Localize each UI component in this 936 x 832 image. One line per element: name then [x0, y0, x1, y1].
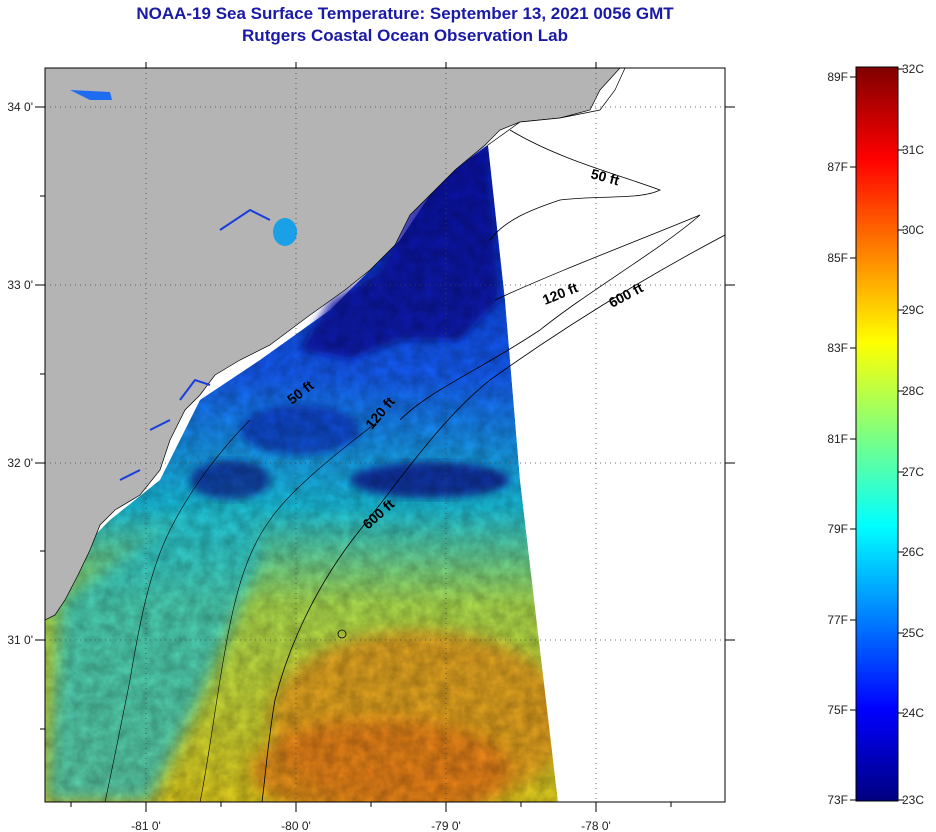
- feature-marker: [337, 629, 347, 639]
- isobath-120ft-south: [199, 419, 381, 802]
- cb-c-25: 25C: [902, 626, 924, 640]
- lat-label-34: 34 0': [7, 100, 33, 114]
- cb-f-75: 75F: [827, 703, 848, 717]
- lon-label-81: -81 0': [131, 819, 161, 832]
- lat-label-32: 32 0': [7, 456, 33, 470]
- cb-f-87: 87F: [827, 160, 848, 174]
- cb-c-30: 30C: [902, 223, 924, 237]
- lon-label-78: -78 0': [581, 819, 611, 832]
- colorbar-gradient: [855, 66, 899, 802]
- lon-label-80: -80 0': [281, 819, 311, 832]
- inland-lake-north: [70, 90, 112, 100]
- cb-f-83: 83F: [827, 341, 848, 355]
- cb-c-26: 26C: [902, 545, 924, 559]
- lat-label-33: 33 0': [7, 278, 33, 292]
- lat-label-31: 31 0': [7, 633, 33, 647]
- isobath-120ft: [399, 214, 701, 421]
- cb-c-23: 23C: [902, 793, 924, 807]
- inland-waterways: [119, 208, 271, 481]
- cb-c-31: 31C: [902, 143, 924, 157]
- inland-lake: [273, 218, 297, 246]
- cb-c-28: 28C: [902, 384, 924, 398]
- colorbar: 89F 87F 85F 83F 81F 79F 77F 75F 73F 32C …: [827, 62, 924, 807]
- cb-c-24: 24C: [902, 706, 924, 720]
- lon-label-79: -79 0': [431, 819, 461, 832]
- plot-frame: [44, 67, 726, 803]
- isobath-50ft: [489, 129, 662, 241]
- tick-marks: [35, 62, 735, 812]
- contour-label-50ft-north: 50 ft: [589, 165, 621, 188]
- isobath-50ft-south: [104, 419, 251, 802]
- no-data-region: [488, 68, 725, 802]
- cb-f-89: 89F: [827, 70, 848, 84]
- cb-f-79: 79F: [827, 522, 848, 536]
- map-subtitle: Rutgers Coastal Ocean Observation Lab: [242, 26, 568, 45]
- isobath-600ft: [261, 234, 725, 802]
- cb-f-73: 73F: [827, 793, 848, 807]
- sst-data-swath: [45, 145, 570, 802]
- map-title: NOAA-19 Sea Surface Temperature: Septemb…: [136, 4, 674, 23]
- cb-f-85: 85F: [827, 251, 848, 265]
- cb-c-29: 29C: [902, 303, 924, 317]
- graticule: [45, 68, 725, 802]
- cb-f-81: 81F: [827, 432, 848, 446]
- cb-c-27: 27C: [902, 465, 924, 479]
- cb-f-77: 77F: [827, 613, 848, 627]
- cb-c-32: 32C: [902, 62, 924, 76]
